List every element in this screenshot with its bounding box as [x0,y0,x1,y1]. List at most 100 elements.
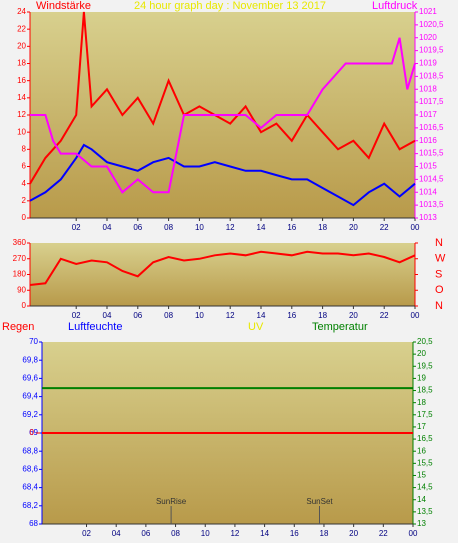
y3-tick-label: 0 [30,428,35,437]
uv-label: UV [248,321,264,333]
y-tick-label: 0 [22,213,27,222]
y2-tick-label: 18 [417,398,426,407]
y2-tick-label: 15 [417,471,426,480]
y2-tick-label: S [435,268,442,280]
y2-tick-label: 1019 [419,59,437,68]
annotation: SunSet [306,497,333,506]
x-tick-label: 04 [103,311,112,320]
y-tick-label: 69,4 [22,392,38,401]
y2-tick-label: O [435,284,444,296]
x-tick-label: 22 [380,223,389,232]
chart-title: 24 hour graph day : November 13 2017 [134,0,326,12]
x-tick-label: 08 [164,311,173,320]
y-tick-label: 68,4 [22,483,38,492]
x-tick-label: 12 [226,311,235,320]
x-tick-label: 10 [195,311,204,320]
y2-axis-label: Temperatur [312,321,368,333]
y2-tick-label: 1020,5 [419,20,444,29]
x-tick-label: 10 [201,529,210,538]
y-tick-label: 20 [17,41,26,50]
y2-tick-label: 20 [417,349,426,358]
x-tick-label: 00 [409,529,418,538]
y2-tick-label: 17,5 [417,410,433,419]
y2-tick-label: 1020 [419,33,437,42]
x-tick-label: 12 [230,529,239,538]
y2-tick-label: 1013,5 [419,200,444,209]
y2-tick-label: 1015 [419,162,437,171]
y-tick-label: 2 [22,196,27,205]
y-axis-label: Windstärke [36,0,91,12]
y-tick-label: 69,6 [22,374,38,383]
y2-tick-label: W [435,253,446,265]
annotation: SunRise [156,497,187,506]
y-tick-label: 4 [22,179,27,188]
y2-tick-label: 16,5 [417,434,433,443]
y2-axis-label: Luftdruck [372,0,418,12]
x-tick-label: 04 [112,529,121,538]
y-tick-label: 180 [13,270,27,279]
y2-tick-label: N [435,300,443,312]
y2-tick-label: 1014 [419,187,437,196]
x-tick-label: 02 [82,529,91,538]
y2-tick-label: N [435,237,443,249]
x-tick-label: 02 [72,311,81,320]
y2-tick-label: 1014,5 [419,174,444,183]
y-tick-label: 22 [17,24,26,33]
x-tick-label: 16 [290,529,299,538]
x-tick-label: 14 [257,311,266,320]
x-tick-label: 04 [103,223,112,232]
y-axis-label: Luftfeuchte [68,321,122,333]
y-tick-label: 69,8 [22,355,38,364]
y2-tick-label: 16 [417,446,426,455]
y2-tick-label: 17 [417,422,426,431]
x-tick-label: 06 [133,223,142,232]
x-tick-label: 22 [379,529,388,538]
y-tick-label: 16 [17,76,26,85]
y2-tick-label: 1021 [419,7,437,16]
y2-tick-label: 19 [417,374,426,383]
y2-tick-label: 1019,5 [419,46,444,55]
y-tick-label: 270 [13,254,27,263]
y2-tick-label: 1015,5 [419,149,444,158]
y-tick-label: 12 [17,110,26,119]
y2-tick-label: 20,5 [417,337,433,346]
x-tick-label: 12 [226,223,235,232]
y2-tick-label: 1013 [419,213,437,222]
y-tick-label: 90 [17,285,26,294]
y2-tick-label: 13,5 [417,507,433,516]
y-tick-label: 14 [17,93,26,102]
y2-tick-label: 1017 [419,110,437,119]
y2-tick-label: 18,5 [417,386,433,395]
x-tick-label: 18 [318,311,327,320]
y-tick-label: 69,2 [22,410,38,419]
x-tick-label: 20 [349,311,358,320]
y-tick-label: 10 [17,127,26,136]
y2-tick-label: 13 [417,519,426,528]
x-tick-label: 18 [320,529,329,538]
x-tick-label: 16 [287,223,296,232]
y-tick-label: 6 [22,162,27,171]
y2-tick-label: 14 [417,495,426,504]
x-tick-label: 00 [411,223,420,232]
x-tick-label: 14 [257,223,266,232]
series-line [29,250,416,286]
x-tick-label: 02 [72,223,81,232]
y2-tick-label: 15,5 [417,458,433,467]
y-tick-label: 360 [13,238,27,247]
y2-tick-label: 1018 [419,84,437,93]
y-tick-label: 69 [29,428,38,437]
x-tick-label: 00 [411,311,420,320]
x-tick-label: 22 [380,311,389,320]
x-tick-label: 06 [141,529,150,538]
y-tick-label: 68,6 [22,465,38,474]
x-tick-label: 20 [349,529,358,538]
x-tick-label: 20 [349,223,358,232]
y-tick-label: 8 [22,144,27,153]
series-line [30,37,416,194]
y2-tick-label: 1016 [419,136,437,145]
y2-tick-label: 19,5 [417,361,433,370]
y2-tick-label: 1017,5 [419,97,444,106]
x-tick-label: 14 [260,529,269,538]
y-tick-label: 0 [22,301,27,310]
